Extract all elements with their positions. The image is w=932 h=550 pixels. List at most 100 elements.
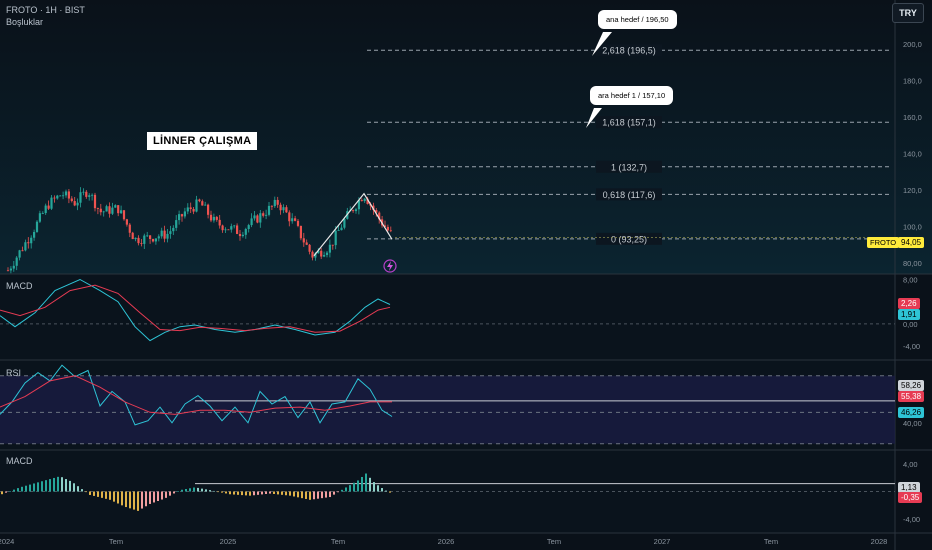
currency-button[interactable]: TRY (892, 3, 924, 23)
hist-bar (225, 491, 227, 494)
candle-body (88, 195, 91, 197)
candle-body (328, 244, 331, 253)
lightning-icon[interactable] (383, 259, 397, 273)
candle-body (230, 226, 233, 230)
macd-signal-tag: 2,26 (898, 298, 920, 309)
price-axis-tick: 100,0 (903, 223, 922, 232)
hist-bar (53, 477, 55, 492)
rsi-band-fill (0, 375, 895, 444)
fib-label-bg (596, 188, 662, 201)
hist-bar (177, 491, 179, 492)
hist-bar (165, 491, 167, 498)
candle-body (108, 206, 111, 214)
hist-axis-tick: -4,00 (903, 515, 920, 524)
hist-bar (365, 473, 367, 492)
candle-body (186, 207, 189, 212)
callout-pointer (586, 108, 602, 128)
candle-body (105, 206, 108, 212)
candle-body (76, 202, 79, 206)
time-axis-label: 2025 (220, 537, 237, 546)
candle-body (357, 200, 360, 210)
hist-bar (77, 486, 79, 492)
hist-bar (249, 491, 251, 496)
hist-bar (297, 491, 299, 498)
candle-body (195, 199, 198, 212)
hist-bar (349, 485, 351, 492)
hist-bar (321, 491, 323, 499)
candle-body (175, 220, 178, 228)
hist-bar (285, 491, 287, 496)
hist-bar (301, 491, 303, 499)
rsi-signal-line (0, 375, 392, 415)
candle-body (93, 194, 97, 209)
hist-bar (121, 491, 123, 506)
trend-drawing (313, 192, 393, 257)
price-axis-tick: 80,00 (903, 259, 922, 268)
hist-bar (29, 484, 31, 492)
candle-body (149, 235, 152, 239)
candle-body (325, 252, 329, 256)
candle-body (117, 205, 120, 214)
hist-bar (333, 491, 335, 495)
candle-body (99, 208, 102, 213)
hist-bar (161, 491, 163, 500)
macd-axis-tick: 8,00 (903, 276, 918, 285)
hist-bar (105, 491, 107, 499)
candle-body (305, 242, 308, 245)
candle-body (288, 212, 291, 222)
hist-bar (193, 487, 195, 492)
candle-body (18, 250, 21, 258)
candle-body (276, 199, 279, 205)
hist-bar (353, 482, 355, 492)
candle-body (128, 224, 131, 233)
candle-body (102, 211, 105, 213)
candle-body (24, 242, 27, 251)
candle-body (236, 225, 239, 234)
chart-title-box: LİNNER ÇALIŞMA (147, 132, 258, 150)
last-price-tag: 94,05 (898, 237, 925, 248)
candle-body (299, 225, 302, 239)
candle-body (343, 218, 346, 228)
candle-body (198, 199, 201, 202)
candle-body (209, 214, 213, 221)
hist-bar (257, 491, 259, 495)
candle-body (96, 208, 99, 209)
hist-bar (189, 488, 191, 492)
rsi-value-tag: 46,26 (898, 407, 925, 418)
candle-body (267, 205, 271, 215)
candle-body (169, 231, 172, 234)
candle-body (273, 199, 276, 207)
candle-body (386, 226, 389, 231)
candle-body (244, 229, 247, 235)
time-axis-label: Tem (331, 537, 345, 546)
candle-body (6, 270, 10, 272)
hist-bar (49, 479, 51, 492)
candle-body (311, 251, 314, 258)
candle-body (56, 195, 59, 199)
macd-histogram (0, 473, 895, 511)
hist-bar (25, 485, 27, 492)
candle-body (30, 237, 33, 244)
candle-body (146, 235, 149, 237)
macd-axis-tick: 0,00 (903, 320, 918, 329)
macd-lines (0, 278, 895, 342)
candle-body (233, 225, 236, 227)
candle-body (352, 210, 355, 212)
hist-bar (201, 488, 203, 492)
candle-body (363, 198, 366, 202)
candle-body (201, 201, 204, 206)
hist-bar (213, 490, 215, 492)
candle-body (12, 265, 15, 269)
candle-body (192, 209, 195, 212)
hist-bar (181, 489, 183, 492)
hist-bar (253, 491, 255, 496)
candle-body (285, 207, 288, 213)
candle-body (44, 205, 47, 214)
candle-body (131, 232, 134, 240)
candle-body (282, 207, 285, 211)
candle-body (21, 250, 24, 252)
candle-body (294, 218, 297, 221)
hist-bar (65, 479, 67, 492)
hist-bar (341, 489, 343, 492)
